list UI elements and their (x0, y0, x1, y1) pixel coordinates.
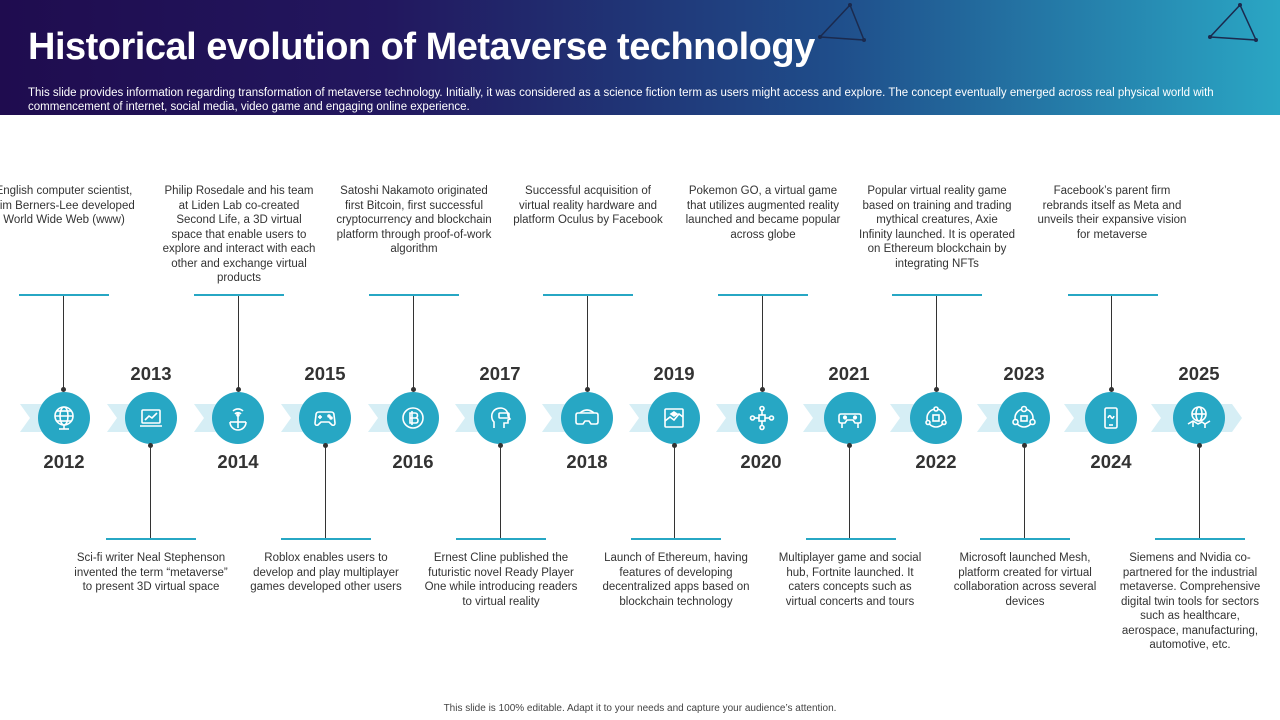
milestone-2018-icon-circle (561, 392, 613, 444)
milestone-2023-year: 2023 (1003, 363, 1045, 384)
connector-bar (1155, 538, 1245, 540)
laptop-chart-icon (140, 409, 162, 427)
bitcoin-icon (402, 407, 424, 429)
connector-line (587, 296, 588, 389)
milestone-2016-description: Satoshi Nakamoto originated first Bitcoi… (336, 185, 492, 255)
milestone-2023-description: Microsoft launched Mesh, platform create… (953, 552, 1097, 608)
connector-bar (456, 538, 546, 540)
milestone-2025-year: 2025 (1178, 363, 1220, 384)
gamepad-icon (314, 411, 336, 427)
connector-dot (61, 387, 66, 392)
connector-line (1199, 445, 1200, 539)
milestone-2021-icon-circle (824, 392, 876, 444)
milestone-2021-description: Multiplayer game and social hub, Fortnit… (778, 552, 922, 608)
milestone-2014-description: Philip Rosedale and his team at Liden La… (162, 185, 316, 284)
handshake-icon (1187, 406, 1211, 428)
vr-goggles-icon (838, 413, 862, 428)
connector-bar (980, 538, 1070, 540)
milestone-2016-icon-circle (387, 392, 439, 444)
connector-bar (194, 294, 284, 296)
connector-dot (1109, 387, 1114, 392)
connector-line (150, 445, 151, 539)
footer-note: This slide is 100% editable. Adapt it to… (443, 703, 837, 714)
milestone-2015-icon-circle (299, 392, 351, 444)
milestone-2015-description: Roblox enables users to develop and play… (250, 552, 402, 593)
connector-dot (411, 387, 416, 392)
milestone-2025-icon-circle (1173, 392, 1225, 444)
nft-network-icon (925, 406, 947, 428)
milestone-2025-description: Siemens and Nvidia co-partnered for the … (1119, 552, 1261, 651)
milestone-2019-year: 2019 (653, 363, 695, 384)
milestone-2022-year: 2022 (915, 451, 957, 472)
connector-bar (1068, 294, 1158, 296)
connector-line (849, 445, 850, 539)
milestone-2023-icon-circle (998, 392, 1050, 444)
milestone-2018-description: Successful acquisition of virtual realit… (513, 185, 663, 226)
milestone-2019-description: Launch of Ethereum, having features of d… (602, 552, 750, 608)
milestone-2017-icon-circle (474, 392, 526, 444)
connector-line (63, 296, 64, 389)
milestone-2018-year: 2018 (566, 451, 608, 472)
connector-dot (236, 387, 241, 392)
connector-dot (760, 387, 765, 392)
connector-bar (806, 538, 896, 540)
connector-bar (631, 538, 721, 540)
milestone-2024-description: Facebook’s parent firm rebrands itself a… (1037, 185, 1187, 241)
milestone-2022-icon-circle (910, 392, 962, 444)
milestone-2020-description: Pokemon GO, a virtual game that utilizes… (685, 185, 841, 241)
milestone-2012-description: English computer scientist, Tim Berners-… (0, 185, 135, 226)
vr-headset-icon (575, 409, 599, 425)
connector-line (500, 445, 501, 539)
connector-line (413, 296, 414, 389)
milestone-2013-description: Sci-fi writer Neal Stephenson invented t… (74, 552, 228, 593)
milestone-2020-icon-circle (736, 392, 788, 444)
blockchain-cube-icon (664, 408, 684, 428)
connector-bar (369, 294, 459, 296)
milestone-2016-year: 2016 (392, 451, 434, 472)
connector-dot (934, 387, 939, 392)
milestone-2013-year: 2013 (130, 363, 172, 384)
milestone-2020-year: 2020 (740, 451, 782, 472)
connector-dot (585, 387, 590, 392)
connector-line (674, 445, 675, 539)
connector-line (936, 296, 937, 389)
milestone-2021-year: 2021 (828, 363, 870, 384)
milestone-2012-icon-circle (38, 392, 90, 444)
milestone-2017-description: Ernest Cline published the futuristic no… (424, 552, 578, 608)
globe-icon (54, 406, 74, 430)
connector-bar (19, 294, 109, 296)
milestone-2019-icon-circle (648, 392, 700, 444)
milestone-2022-description: Popular virtual reality game based on tr… (859, 185, 1015, 270)
milestone-2014-year: 2014 (217, 451, 259, 472)
connector-bar (718, 294, 808, 296)
collaboration-icon (1012, 405, 1036, 428)
header-banner: Historical evolution of Metaverse techno… (0, 0, 1280, 115)
connector-bar (106, 538, 196, 540)
milestone-2013-icon-circle (125, 392, 177, 444)
mobile-meta-icon (1104, 407, 1118, 429)
network-nodes-icon (749, 405, 775, 431)
connector-line (238, 296, 239, 389)
milestone-2015-year: 2015 (304, 363, 346, 384)
connector-line (1111, 296, 1112, 389)
decorative-triangles (818, 3, 1258, 42)
milestone-2024-year: 2024 (1090, 451, 1132, 472)
connector-line (325, 445, 326, 539)
connector-bar (892, 294, 982, 296)
milestone-2014-icon-circle (212, 392, 264, 444)
page-subtitle: This slide provides information regardin… (28, 87, 1214, 113)
connector-bar (281, 538, 371, 540)
connector-line (1024, 445, 1025, 539)
connector-line (762, 296, 763, 389)
vr-head-icon (490, 407, 512, 428)
globe-signal-icon (229, 408, 247, 431)
connector-bar (543, 294, 633, 296)
milestone-2012-year: 2012 (43, 451, 85, 472)
milestone-2024-icon-circle (1085, 392, 1137, 444)
page-title: Historical evolution of Metaverse techno… (28, 26, 815, 68)
milestone-2017-year: 2017 (479, 363, 521, 384)
